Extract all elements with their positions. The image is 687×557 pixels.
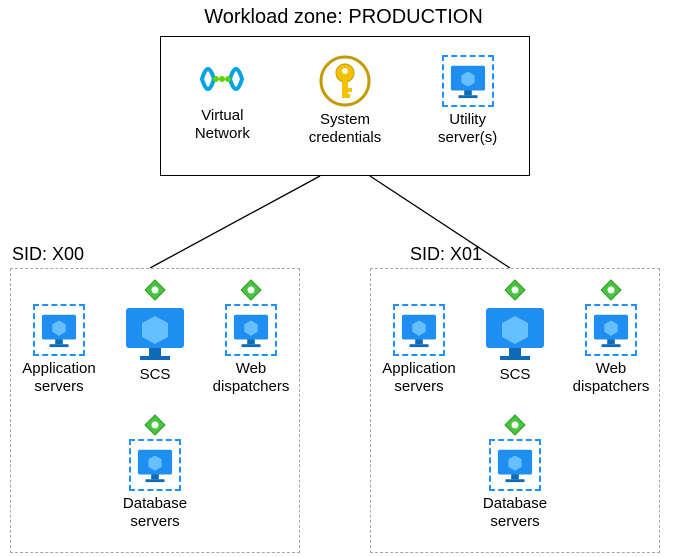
utility-label: Utilityserver(s)	[418, 111, 518, 147]
scs-label: SCS	[469, 366, 561, 384]
sid-box-x00: Applicationservers SCS Webdispatchers	[10, 268, 300, 553]
vm-icon	[393, 304, 445, 356]
scs-icon	[484, 304, 546, 362]
sid-box-x01: Applicationservers SCS Webdispatchers	[370, 268, 660, 553]
db-servers-label: Databaseservers	[469, 495, 561, 531]
app-servers-label: Applicationservers	[13, 360, 105, 396]
web-dispatchers-item: Webdispatchers	[565, 304, 657, 396]
credentials-item: Systemcredentials	[295, 55, 395, 147]
load-balancer-icon	[600, 279, 622, 306]
page-title: Workload zone: PRODUCTION	[0, 6, 687, 29]
utility-servers-item: Utilityserver(s)	[418, 55, 518, 147]
production-zone-box: VirtualNetwork Systemcredentials	[160, 36, 530, 176]
vm-icon	[225, 304, 277, 356]
load-balancer-icon	[144, 279, 166, 306]
vnet-label: VirtualNetwork	[172, 107, 272, 143]
credentials-label: Systemcredentials	[295, 111, 395, 147]
vm-icon	[585, 304, 637, 356]
scs-label: SCS	[109, 366, 201, 384]
web-dispatchers-item: Webdispatchers	[205, 304, 297, 396]
scs-item: SCS	[109, 304, 201, 396]
key-icon	[319, 55, 371, 107]
load-balancer-icon	[240, 279, 262, 306]
load-balancer-icon	[144, 414, 166, 441]
sid-label-x01: SID: X01	[410, 244, 482, 265]
scs-item: SCS	[469, 304, 561, 396]
db-servers-label: Databaseservers	[109, 495, 201, 531]
web-dispatchers-label: Webdispatchers	[205, 360, 297, 396]
db-servers-item: Databaseservers	[469, 439, 561, 531]
sid-label-x00: SID: X00	[12, 244, 84, 265]
vm-icon	[33, 304, 85, 356]
load-balancer-icon	[504, 414, 526, 441]
web-dispatchers-label: Webdispatchers	[565, 360, 657, 396]
vm-icon	[442, 55, 494, 107]
app-servers-label: Applicationservers	[373, 360, 465, 396]
vm-icon	[489, 439, 541, 491]
vm-icon	[129, 439, 181, 491]
app-servers-item: Applicationservers	[13, 304, 105, 396]
db-servers-item: Databaseservers	[109, 439, 201, 531]
load-balancer-icon	[504, 279, 526, 306]
scs-icon	[124, 304, 186, 362]
vnet-icon	[194, 55, 250, 103]
vnet-item: VirtualNetwork	[172, 55, 272, 143]
app-servers-item: Applicationservers	[373, 304, 465, 396]
